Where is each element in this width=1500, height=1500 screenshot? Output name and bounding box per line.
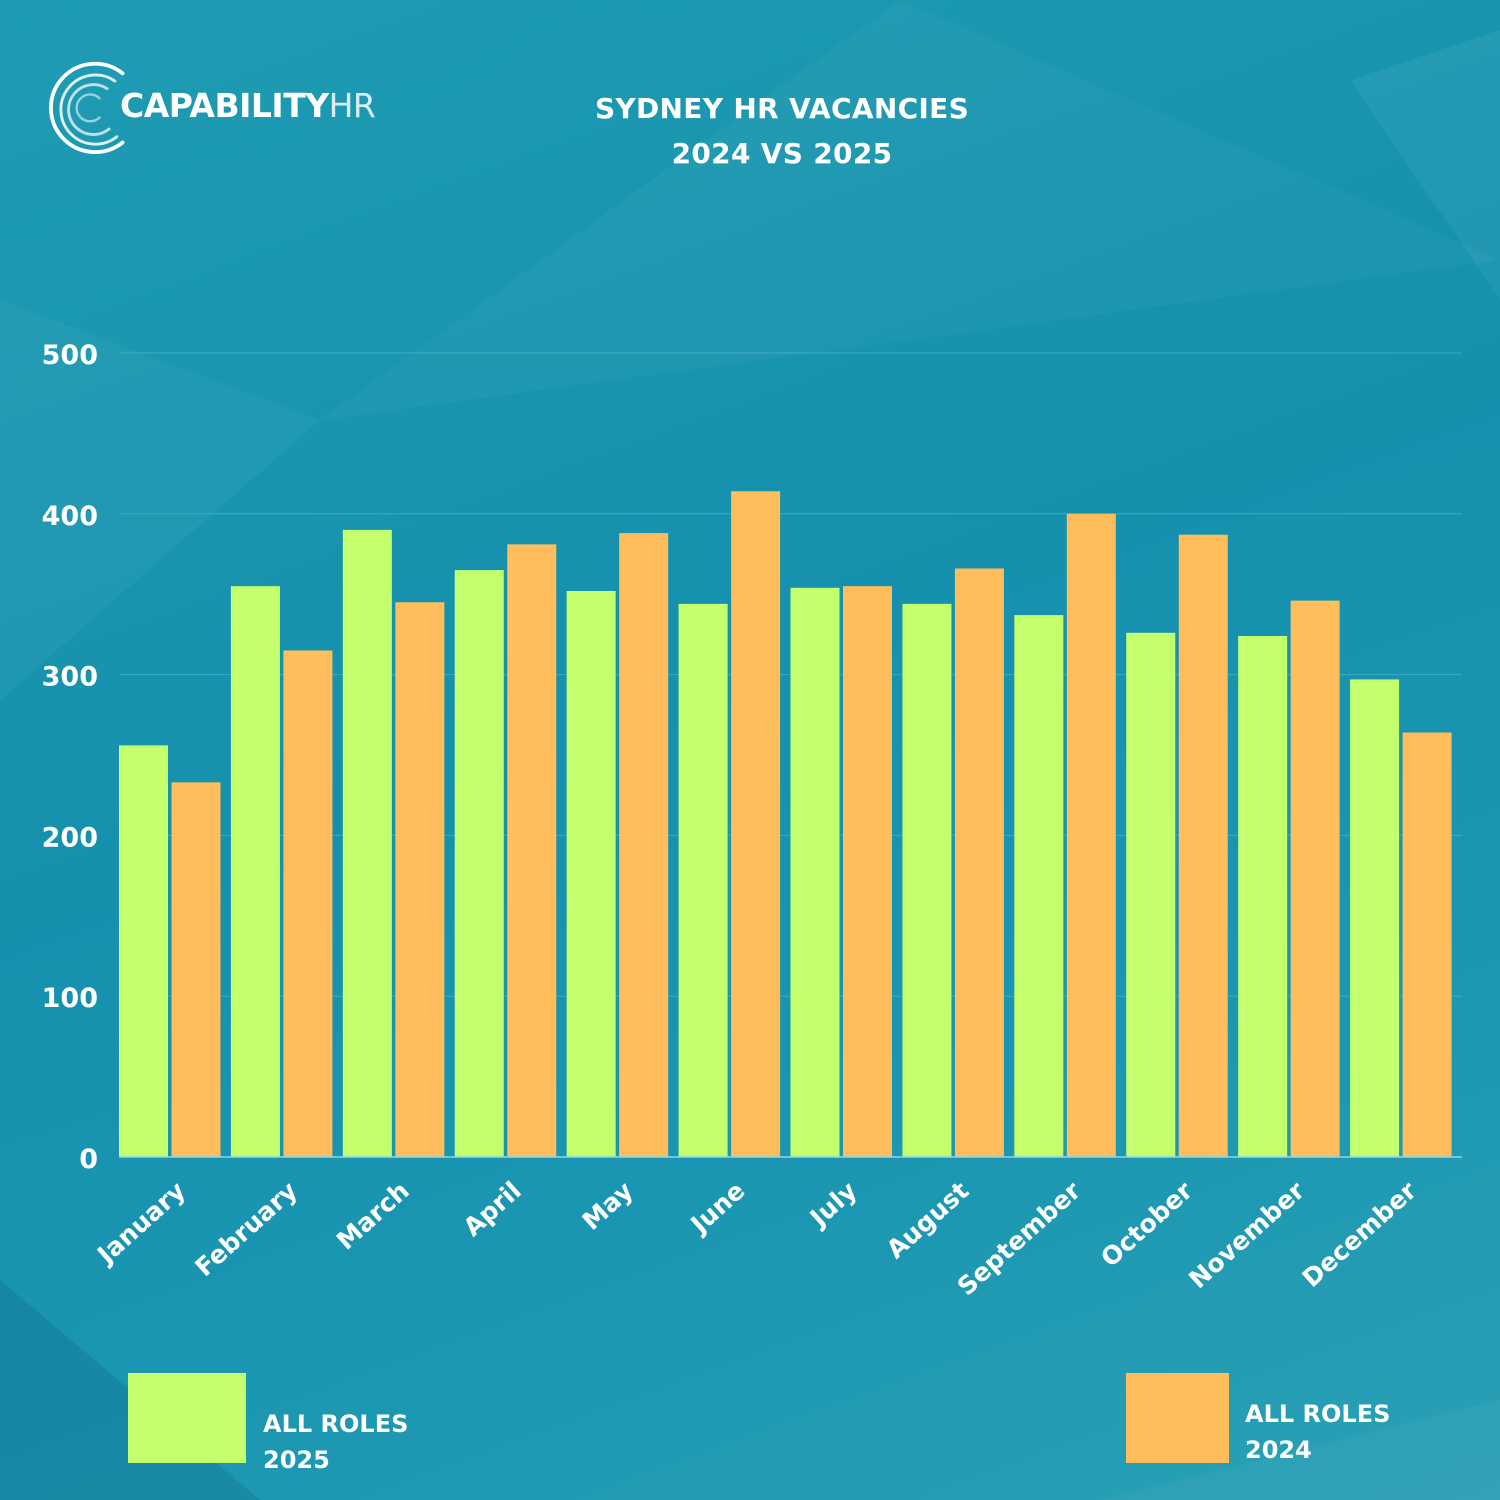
x-tick-label: October <box>1095 1175 1198 1272</box>
bar <box>1350 679 1400 1157</box>
bar <box>1066 513 1116 1157</box>
capability-logo-icon <box>48 61 125 154</box>
bar <box>395 602 445 1157</box>
y-tick-label: 100 <box>42 983 98 1014</box>
x-tick-label: April <box>458 1176 527 1242</box>
bar <box>902 603 952 1157</box>
bar <box>507 544 557 1157</box>
brand-logo: CAPABILITYHR <box>40 56 376 156</box>
bar <box>1402 732 1452 1157</box>
bar <box>1014 615 1064 1157</box>
bar <box>454 570 504 1157</box>
legend-label-2025-line2: 2025 <box>263 1446 330 1474</box>
chart-title-line2: 2024 VS 2025 <box>671 137 893 170</box>
legend-label-2024-line2: 2024 <box>1245 1436 1312 1464</box>
bar <box>230 586 280 1157</box>
y-tick-label: 200 <box>42 822 98 853</box>
brand-name-light: HR <box>328 86 376 125</box>
x-tick-label: August <box>881 1176 975 1264</box>
bar <box>1290 600 1340 1157</box>
bar <box>566 590 616 1157</box>
bar <box>1126 632 1176 1157</box>
x-tick-label: December <box>1297 1175 1423 1292</box>
bar <box>731 491 781 1158</box>
x-tick-label: May <box>577 1176 639 1236</box>
x-tick-label: June <box>684 1176 751 1240</box>
y-tick-label: 0 <box>79 1144 98 1175</box>
x-tick-label: July <box>803 1176 863 1234</box>
x-tick-label: February <box>189 1176 302 1282</box>
legend-label-2024-line1: ALL ROLES <box>1245 1400 1391 1428</box>
bar <box>342 529 392 1157</box>
bar <box>678 603 728 1157</box>
y-tick-label: 300 <box>42 662 98 693</box>
brand-name-strong: CAPABILITY <box>120 86 329 125</box>
bar <box>790 587 840 1157</box>
bar <box>283 650 333 1157</box>
bar <box>843 586 892 1157</box>
chart-title: SYDNEY HR VACANCIES 2024 VS 2025 <box>532 86 1032 176</box>
x-tick-label: November <box>1183 1175 1310 1294</box>
x-tick-label: March <box>331 1176 415 1256</box>
bar <box>619 533 669 1157</box>
legend-swatch-2024 <box>1126 1373 1229 1463</box>
legend-label-2025: ALL ROLES 2025 <box>263 1406 408 1478</box>
y-tick-label: 500 <box>42 340 98 371</box>
x-tick-label: January <box>90 1176 191 1271</box>
chart-title-line1: SYDNEY HR VACANCIES <box>594 92 970 125</box>
legend-label-2024: ALL ROLES 2024 <box>1245 1396 1390 1468</box>
bar <box>954 568 1004 1157</box>
x-tick-label: September <box>952 1175 1087 1301</box>
y-tick-label: 400 <box>42 501 98 532</box>
legend-label-2025-line1: ALL ROLES <box>263 1410 409 1438</box>
bar <box>119 745 168 1157</box>
bar <box>1238 636 1288 1157</box>
brand-name: CAPABILITYHR <box>120 86 376 125</box>
legend-swatch-2025 <box>128 1373 246 1463</box>
bar <box>1178 534 1228 1157</box>
bar <box>171 782 221 1157</box>
